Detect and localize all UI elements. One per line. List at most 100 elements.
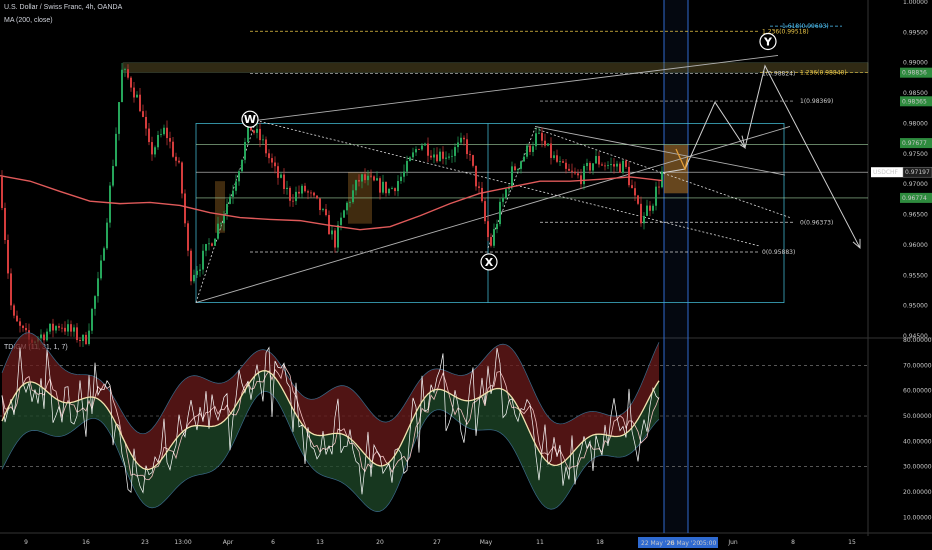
candle-body: [307, 191, 309, 193]
candle-body: [184, 193, 186, 224]
candle-body: [436, 154, 438, 162]
fib-level-label: 1.236(0.98840): [800, 69, 847, 76]
candle-body: [70, 324, 72, 332]
candle-body: [343, 210, 345, 218]
channel-lower-line: [195, 126, 791, 304]
candle-body: [559, 161, 561, 163]
candle-body: [373, 176, 375, 181]
candle-body: [544, 140, 546, 146]
candle-body: [52, 323, 54, 331]
candle-body: [520, 161, 522, 169]
candle-body: [262, 139, 264, 141]
fib-level-label: 0(0.95883): [762, 249, 795, 256]
candle-body: [106, 222, 108, 249]
wave-label-circle: [759, 32, 777, 51]
candle-body: [463, 137, 465, 140]
candle-body: [133, 87, 135, 98]
price-level-tag: [900, 192, 932, 203]
candle-body: [640, 203, 642, 224]
candle-body: [466, 139, 468, 155]
candle-body: [76, 327, 78, 341]
resistance-zone: [122, 62, 869, 73]
candle-body: [226, 203, 228, 215]
candle-body: [484, 201, 486, 222]
candle-body: [118, 102, 120, 134]
candle-body: [361, 174, 363, 182]
candle-body: [421, 145, 423, 150]
candle-body: [268, 153, 270, 159]
candle-body: [235, 181, 237, 191]
wave-label-circle: [241, 110, 259, 128]
price-level-tag-label: 0.96774: [902, 195, 927, 202]
osc-axis-tick: 70.00000: [903, 362, 932, 369]
candle-body: [604, 165, 606, 167]
candle-body: [496, 224, 498, 230]
price-axis-tick: 0.94500: [903, 333, 928, 340]
time-axis-tick: 18: [596, 539, 604, 546]
candle-body: [40, 334, 42, 339]
candle-body: [91, 308, 93, 331]
candle-body: [259, 128, 261, 141]
candle-body: [151, 142, 153, 155]
candle-body: [196, 270, 198, 275]
candle-body: [349, 202, 351, 203]
price-level-tag: [900, 96, 932, 107]
candle-body: [217, 223, 219, 239]
candle-body: [358, 180, 360, 182]
candle-body: [643, 215, 645, 224]
candle-body: [241, 159, 243, 172]
price-axis-tick: 0.98000: [903, 120, 928, 127]
candle-body: [478, 186, 480, 188]
time-axis-tick: May: [480, 539, 493, 546]
candle-body: [319, 198, 321, 211]
candle-body: [337, 224, 339, 248]
candle-body: [619, 163, 621, 173]
candle-body: [238, 171, 240, 182]
candle-body: [502, 197, 504, 202]
time-highlight-label: 05:00: [699, 540, 716, 547]
candle-body: [472, 155, 474, 166]
candle-body: [394, 188, 396, 192]
candle-body: [433, 154, 435, 158]
candle-body: [253, 130, 255, 133]
time-axis-tick: Jun: [727, 539, 738, 546]
candle-body: [592, 163, 594, 171]
candle-body: [379, 178, 381, 193]
candle-body: [370, 175, 372, 177]
candle-body: [22, 325, 24, 328]
wedge-upper-line: [534, 126, 786, 176]
time-axis-tick: 27: [433, 539, 441, 546]
candle-body: [628, 166, 630, 186]
dotted-trend: [534, 127, 791, 218]
candle-body: [634, 188, 636, 196]
osc-upper-band: [2, 332, 659, 470]
price-level-tag: [900, 67, 932, 78]
candle-body: [67, 324, 69, 332]
candle-body: [208, 243, 210, 245]
candle-body: [529, 145, 531, 152]
time-axis-tick: 9: [24, 539, 28, 546]
price-axis-tick: 1.00000: [903, 0, 928, 6]
candle-body: [334, 230, 336, 248]
candle-body: [460, 137, 462, 143]
candle-body: [220, 223, 222, 225]
candle-body: [610, 164, 612, 166]
candle-body: [649, 205, 651, 211]
candle-body: [406, 160, 408, 172]
ma-200-line: [0, 174, 663, 231]
last-price-tag: [902, 166, 932, 178]
time-axis-tick: 11: [536, 539, 544, 546]
candle-body: [166, 127, 168, 139]
candle-body: [58, 326, 60, 328]
candle-body: [526, 145, 528, 157]
candle-body: [403, 171, 405, 177]
symbol-tag-label: USDCHF: [873, 169, 899, 176]
osc-axis-tick: 40.00000: [903, 438, 932, 445]
candle-body: [295, 191, 297, 202]
candle-body: [187, 223, 189, 251]
candle-body: [580, 175, 582, 185]
candle-body: [625, 160, 627, 167]
projection-arrowhead: [852, 238, 861, 250]
candle-body: [142, 111, 144, 117]
